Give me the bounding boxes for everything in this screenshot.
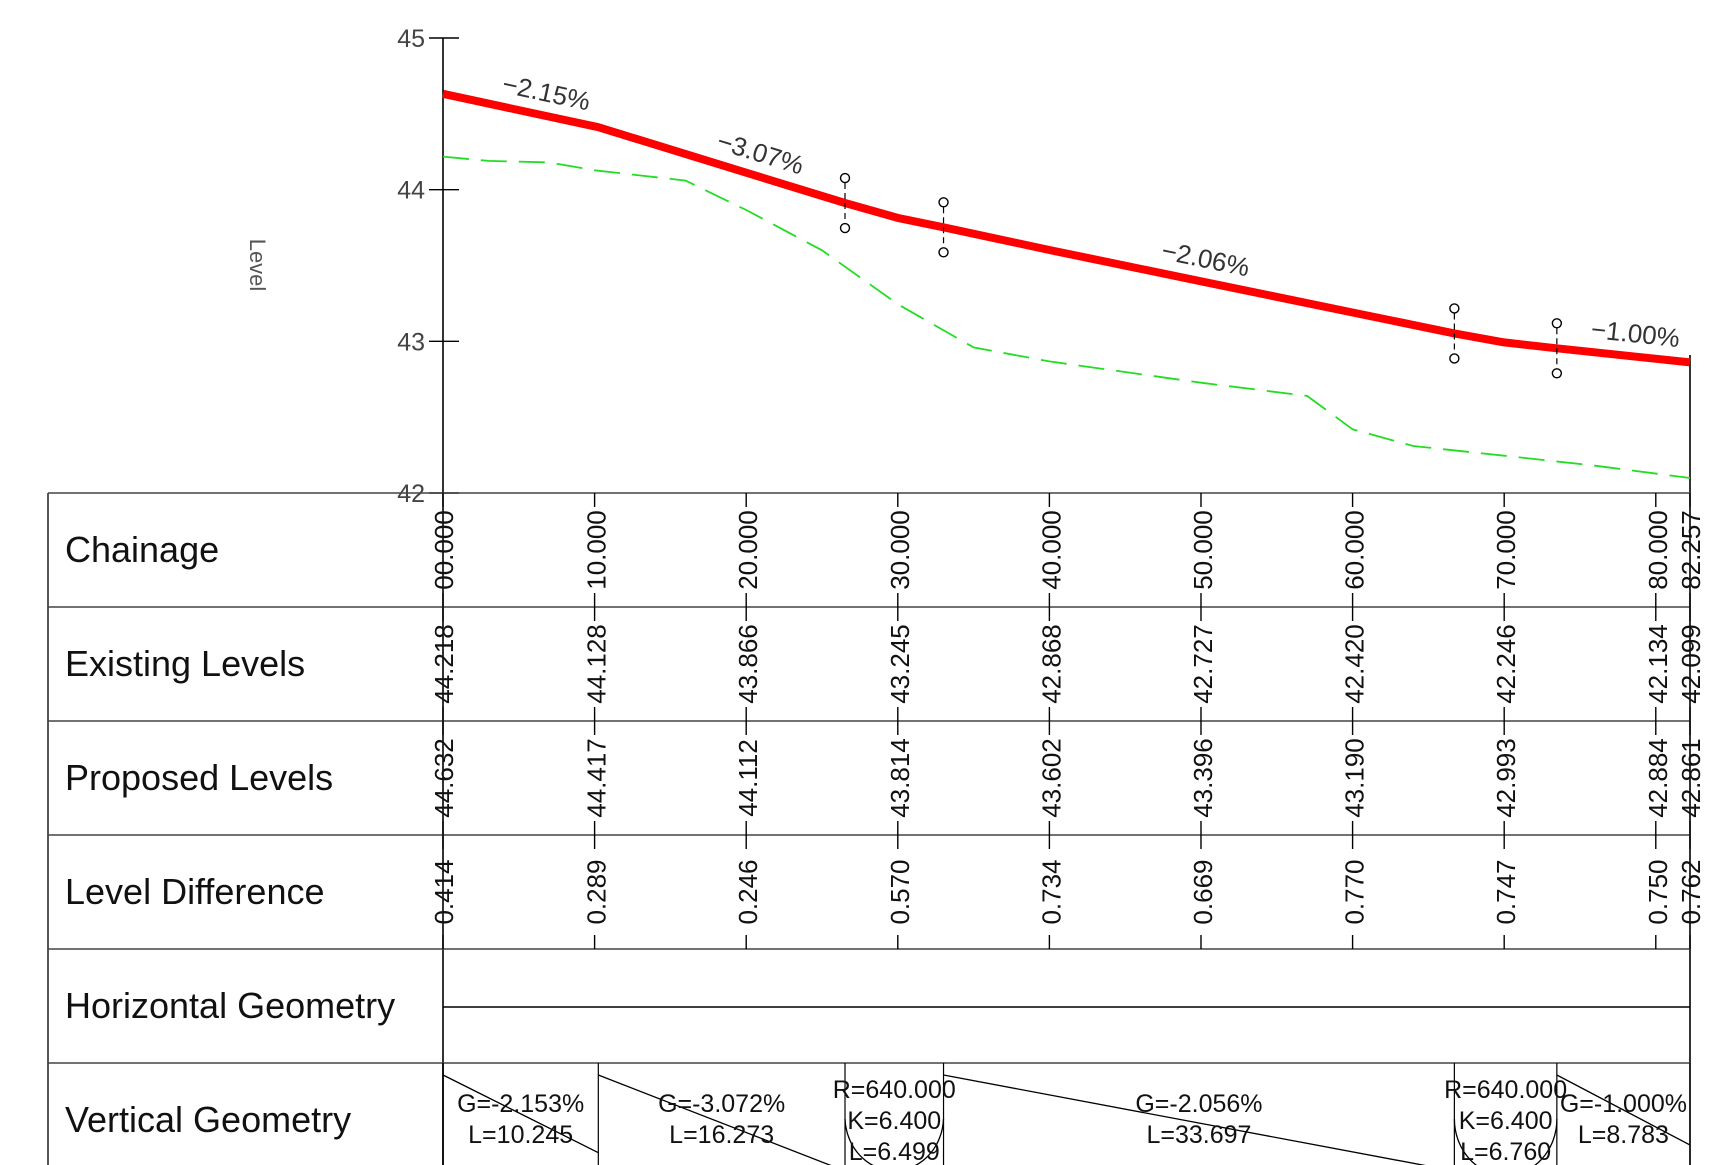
- proposed-level-value: 44.112: [733, 739, 763, 817]
- existing-level-value: 42.868: [1036, 624, 1066, 704]
- data-band-table: Chainage Existing Levels Proposed Levels Le…: [47, 492, 1706, 1165]
- curve-arc: [1453, 1118, 1558, 1165]
- y-tick-label: 44: [397, 177, 425, 205]
- grade-diagonal: [1556, 1074, 1691, 1146]
- profile-plot: −2.15%−3.07%−2.06%−1.00%: [442, 69, 1691, 1165]
- existing-level-value: 42.099: [1676, 624, 1706, 704]
- grade-label: −1.00%: [1590, 314, 1682, 353]
- row-label: Horizontal Geometry: [65, 985, 395, 1026]
- grade-diagonal: [943, 1074, 1426, 1165]
- curve-property-label: R=640.000: [833, 1076, 956, 1104]
- level-difference-value: 0.246: [733, 859, 763, 924]
- proposed-level-value: 43.396: [1188, 738, 1218, 818]
- y-tick-label: 42: [397, 480, 425, 508]
- grade-label: −3.07%: [714, 126, 808, 181]
- grade-property-label: G=-3.072%: [658, 1090, 785, 1118]
- existing-level-value: 42.246: [1491, 624, 1521, 704]
- curve-marker-bottom: [1551, 368, 1563, 379]
- curve-marker-top: [938, 197, 949, 208]
- level-difference-value: 0.669: [1188, 859, 1218, 924]
- vertical-curve-segment: R=640.000 K=6.400 L=6.499: [833, 1063, 956, 1165]
- proposed-level-line: [442, 89, 1691, 367]
- curve-marker-top: [1551, 318, 1563, 329]
- grade-property-label: G=-2.153%: [457, 1090, 584, 1118]
- curve-property-label: L=6.499: [849, 1138, 940, 1165]
- grade-property-label: L=8.783: [1578, 1121, 1669, 1149]
- curve-arc: [844, 1118, 945, 1165]
- proposed-level-value: 43.602: [1036, 738, 1066, 818]
- level-difference-value: 0.289: [582, 859, 612, 924]
- proposed-level-value: 44.632: [429, 738, 459, 818]
- vertical-grade-segment: G=-3.072% L=16.273: [598, 1063, 846, 1165]
- vertical-grade-segment: G=-2.153% L=10.245: [442, 1063, 599, 1165]
- chainage-value: 00.000: [429, 510, 459, 590]
- vertical-grade-segment: G=-2.056% L=33.697: [943, 1063, 1455, 1165]
- chainage-value: 80.000: [1643, 510, 1673, 590]
- proposed-level-value: 43.814: [885, 738, 915, 818]
- row-label: Level Difference: [65, 871, 325, 912]
- existing-level-value: 43.866: [733, 624, 763, 704]
- proposed-level-value: 42.884: [1643, 738, 1673, 818]
- row-label: Chainage: [65, 529, 219, 570]
- row-label: Vertical Geometry: [65, 1099, 351, 1140]
- vertical-grade-segment: G=-1.000% L=8.783: [1556, 1063, 1691, 1165]
- curve-property-label: R=640.000: [1444, 1076, 1567, 1104]
- grade-property-label: L=16.273: [669, 1121, 774, 1149]
- row-label: Existing Levels: [65, 643, 305, 684]
- existing-level-value: 44.218: [429, 624, 459, 704]
- chainage-value: 60.000: [1340, 510, 1370, 590]
- chainage-value: 10.000: [582, 510, 612, 590]
- level-difference-value: 0.734: [1036, 859, 1066, 924]
- proposed-level-value: 44.417: [582, 738, 612, 818]
- grade-diagonal: [442, 1074, 599, 1154]
- level-difference-value: 0.750: [1643, 859, 1673, 924]
- level-difference-value: 0.414: [429, 859, 459, 924]
- curve-marker-bottom: [938, 247, 949, 258]
- existing-level-value: 42.727: [1188, 624, 1218, 704]
- existing-level-value: 43.245: [885, 624, 915, 704]
- y-ticks: 45 44 43 42: [397, 25, 459, 508]
- chainage-value: 70.000: [1491, 510, 1521, 590]
- grade-property-label: L=33.697: [1146, 1121, 1251, 1149]
- existing-level-value: 42.134: [1643, 624, 1673, 704]
- proposed-level-value: 42.993: [1491, 738, 1521, 818]
- proposed-level-value: 43.190: [1340, 738, 1370, 818]
- grade-diagonal: [598, 1074, 832, 1165]
- curve-property-label: L=6.760: [1460, 1138, 1551, 1165]
- y-tick-label: 43: [397, 328, 425, 356]
- level-difference-value: 0.762: [1676, 859, 1706, 924]
- y-tick-label: 45: [397, 25, 425, 53]
- existing-level-value: 42.420: [1340, 624, 1370, 704]
- curve-marker-top: [839, 172, 851, 184]
- row-label: Proposed Levels: [65, 757, 333, 798]
- curve-marker-bottom: [1449, 353, 1460, 364]
- existing-level-value: 44.128: [582, 624, 612, 704]
- curve-marker-bottom: [839, 222, 851, 234]
- level-difference-value: 0.770: [1340, 859, 1370, 924]
- grade-property-label: G=-2.056%: [1135, 1090, 1262, 1118]
- proposed-level-value: 42.861: [1676, 738, 1706, 818]
- chainage-value: 40.000: [1036, 510, 1066, 590]
- level-difference-value: 0.570: [885, 859, 915, 924]
- chainage-value: 30.000: [885, 510, 915, 590]
- grade-property-label: L=10.245: [468, 1121, 573, 1149]
- chainage-value: 50.000: [1188, 510, 1218, 590]
- curve-property-label: K=6.400: [847, 1107, 941, 1135]
- chainage-value: 82.257: [1676, 510, 1706, 590]
- vertical-curve-segment: R=640.000 K=6.400 L=6.760: [1444, 1063, 1567, 1165]
- grade-property-label: G=-1.000%: [1560, 1090, 1687, 1118]
- level-difference-value: 0.747: [1491, 859, 1521, 924]
- curve-property-label: K=6.400: [1459, 1107, 1553, 1135]
- chainage-value: 20.000: [733, 510, 763, 590]
- curve-marker-top: [1449, 303, 1460, 314]
- y-axis-label: Level: [245, 239, 270, 292]
- existing-ground-line: [442, 155, 1691, 479]
